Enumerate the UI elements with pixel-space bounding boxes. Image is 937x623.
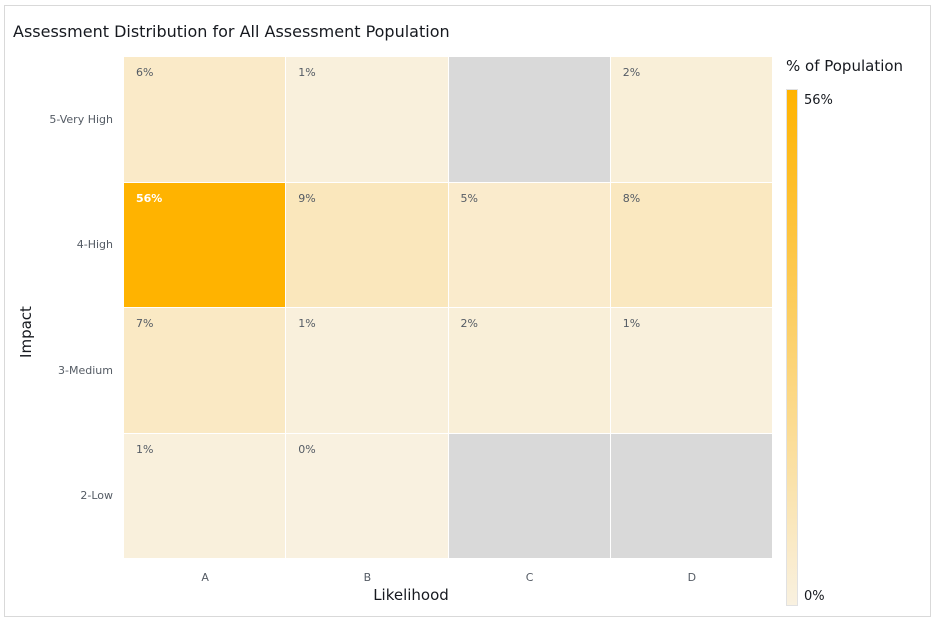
- cell-value-label: 5%: [460, 191, 478, 205]
- heatmap-cell: 2%: [448, 308, 611, 434]
- y-tick-label: 5-Very High: [49, 112, 113, 126]
- legend-color-scale: [786, 89, 798, 606]
- x-tick-label: D: [687, 571, 697, 584]
- x-axis-label: Likelihood: [373, 586, 449, 604]
- cell-value-label: 1%: [298, 317, 316, 330]
- y-tick-label: 2-Low: [80, 489, 113, 503]
- x-tick-label: B: [363, 571, 372, 584]
- chart-title: Assessment Distribution for All Assessme…: [13, 22, 450, 41]
- heatmap-cell: [448, 57, 611, 183]
- heatmap-cell: 5%: [448, 182, 611, 308]
- y-axis-label: Impact: [17, 306, 35, 358]
- legend-max-label: 56%: [804, 93, 833, 108]
- heatmap-cell: 1%: [286, 308, 449, 434]
- heatmap-cell: 7%: [124, 308, 287, 434]
- heatmap-cell: [610, 433, 773, 559]
- cell-value-label: 6%: [136, 66, 154, 79]
- heatmap-cell: 1%: [124, 433, 287, 559]
- cell-value-label: 2%: [622, 66, 641, 79]
- x-tick-label: A: [201, 571, 209, 584]
- cell-value-label: 1%: [136, 442, 154, 456]
- heatmap-cell: 1%: [610, 308, 773, 434]
- heatmap-cell: 6%: [124, 57, 287, 183]
- cell-value-label: 9%: [298, 191, 316, 205]
- cell-value-label: 0%: [298, 442, 316, 456]
- y-tick-label: 3-Medium: [58, 363, 113, 377]
- cell-value-label: 1%: [622, 317, 641, 330]
- heatmap-cell: 2%: [610, 57, 773, 183]
- cell-value-label: 7%: [136, 317, 154, 330]
- heatmap-cell: 1%: [286, 57, 449, 183]
- heatmap-cell: 8%: [610, 182, 773, 308]
- heatmap-cell: [448, 433, 611, 559]
- cell-value-label: 56%: [136, 191, 163, 205]
- legend-title: % of Population: [786, 57, 904, 75]
- y-tick-label: 4-High: [76, 238, 113, 252]
- cell-value-label: 2%: [460, 317, 478, 330]
- cell-value-label: 1%: [298, 66, 316, 79]
- heatmap-cell: 56%: [124, 182, 287, 308]
- x-tick-label: C: [525, 571, 534, 584]
- heatmap-cell: 9%: [286, 182, 449, 308]
- legend-min-label: 0%: [804, 589, 825, 604]
- heatmap-cell: 0%: [286, 433, 449, 559]
- cell-value-label: 8%: [622, 191, 641, 205]
